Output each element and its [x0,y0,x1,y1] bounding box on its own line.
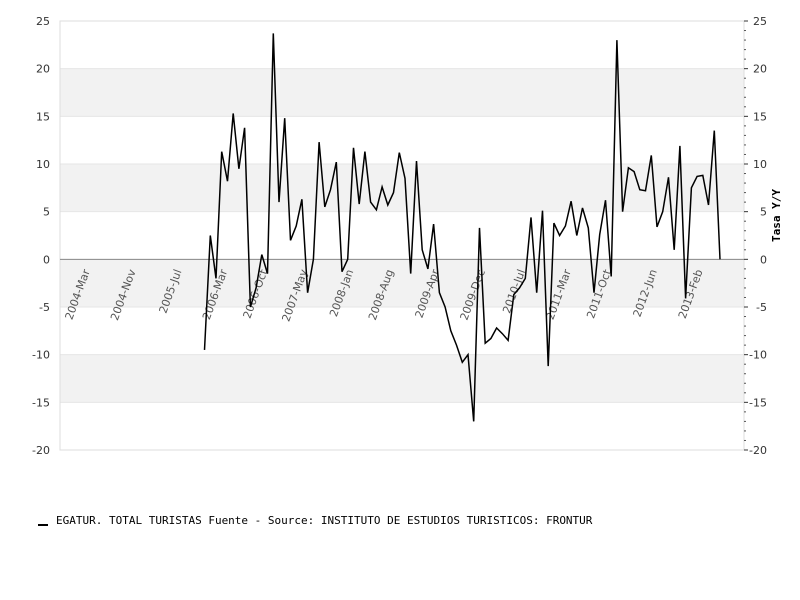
grid-band [60,259,744,307]
y-tick-label-left: 15 [36,110,50,123]
y-tick-label-right: -10 [749,349,767,362]
grid-bands [60,21,744,450]
y-tick-label-left: 5 [43,206,50,219]
y-axis-label: Tasa Y/Y [770,189,783,242]
y-tick-label-right: 5 [760,206,767,219]
y-tick-label-right: 10 [753,158,767,171]
y-tick-label-left: 0 [43,253,50,266]
y-tick-label-left: -10 [32,349,50,362]
y-tick-label-right: -15 [749,396,767,409]
grid-band [60,354,744,403]
y-tick-label-left: 10 [36,158,50,171]
grid-band [60,116,744,164]
grid-band [60,307,744,355]
y-tick-label-left: -5 [39,301,50,314]
grid-band [60,68,744,117]
y-tick-label-left: 20 [36,63,50,76]
y-tick-label-right: 25 [753,15,767,28]
grid-band [60,211,744,260]
legend-text: EGATUR. TOTAL TURISTAS Fuente - Source: … [56,514,593,527]
y-tick-label-left: 25 [36,15,50,28]
y-tick-label-right: 0 [760,253,767,266]
y-tick-label-left: -15 [32,396,50,409]
y-tick-label-right: -20 [749,444,767,457]
series-line-egatur-total-turistas [203,33,721,422]
grid-band [60,21,744,69]
y-axis-right-minor-ticks [744,30,746,441]
y-tick-label-right: 15 [753,110,767,123]
plot-frame [59,20,745,451]
y-axis-right: 25 20 15 10 5 0 -5 -10 -15 -20 [744,15,767,457]
y-tick-label-right: 20 [753,63,767,76]
y-tick-label-right: -5 [756,301,767,314]
legend-swatch [38,523,48,526]
grid-band [60,402,744,450]
legend: EGATUR. TOTAL TURISTAS Fuente - Source: … [38,514,592,527]
y-tick-label-left: -20 [32,444,50,457]
grid-band [60,164,744,212]
y-axis-left: 25 20 15 10 5 0 -5 -10 -15 -20 [32,15,50,457]
